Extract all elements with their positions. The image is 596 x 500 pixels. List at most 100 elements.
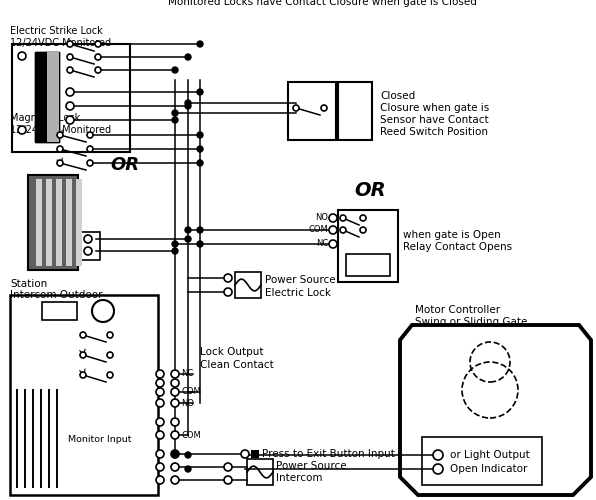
Text: Closure when gate is: Closure when gate is — [380, 103, 489, 113]
Circle shape — [66, 102, 74, 110]
Circle shape — [185, 227, 191, 233]
Circle shape — [156, 431, 164, 439]
Bar — [346, 254, 390, 276]
Text: Lock Output: Lock Output — [200, 347, 263, 357]
Circle shape — [156, 379, 164, 387]
Text: OR: OR — [354, 180, 386, 200]
Text: 12/24VDC Monitored: 12/24VDC Monitored — [10, 38, 111, 48]
Circle shape — [321, 105, 327, 111]
Circle shape — [57, 146, 63, 152]
Circle shape — [80, 372, 86, 378]
Circle shape — [87, 132, 93, 138]
Circle shape — [84, 235, 92, 243]
Circle shape — [66, 116, 74, 124]
Circle shape — [224, 463, 232, 471]
Text: Intercom: Intercom — [276, 473, 322, 483]
Bar — [10, 295, 158, 495]
Circle shape — [171, 379, 179, 387]
Circle shape — [185, 236, 191, 242]
Text: or Light Output: or Light Output — [450, 450, 530, 460]
Bar — [35, 52, 59, 142]
Circle shape — [197, 227, 203, 233]
Circle shape — [171, 399, 179, 407]
Circle shape — [197, 241, 203, 247]
Circle shape — [172, 117, 178, 123]
Text: Reed Switch Position: Reed Switch Position — [380, 127, 488, 137]
Circle shape — [185, 103, 191, 109]
Circle shape — [156, 388, 164, 396]
Circle shape — [293, 105, 299, 111]
Text: Magnetic Lock: Magnetic Lock — [10, 113, 80, 123]
Text: Press to Exit Button Input: Press to Exit Button Input — [262, 449, 395, 459]
Text: Power Source: Power Source — [276, 461, 347, 471]
Text: NO: NO — [181, 398, 194, 407]
Bar — [66, 179, 72, 266]
Circle shape — [185, 466, 191, 472]
Circle shape — [360, 227, 366, 233]
Circle shape — [171, 418, 179, 426]
Text: Sensor have Contact: Sensor have Contact — [380, 115, 489, 125]
Circle shape — [67, 54, 73, 60]
Bar — [251, 450, 259, 458]
Text: Relay Contact Opens: Relay Contact Opens — [403, 242, 512, 252]
Circle shape — [172, 451, 178, 457]
Circle shape — [18, 126, 26, 134]
Circle shape — [172, 241, 178, 247]
Circle shape — [156, 476, 164, 484]
Circle shape — [433, 464, 443, 474]
Circle shape — [171, 370, 179, 378]
Circle shape — [66, 88, 74, 96]
Circle shape — [87, 160, 93, 166]
Text: 12/24VDC Monitored: 12/24VDC Monitored — [10, 125, 111, 135]
Circle shape — [360, 215, 366, 221]
Circle shape — [172, 110, 178, 116]
Bar — [338, 82, 372, 140]
Text: NO: NO — [315, 214, 328, 222]
Text: NC: NC — [181, 370, 193, 378]
Text: COM: COM — [308, 226, 328, 234]
Circle shape — [329, 214, 337, 222]
Circle shape — [340, 215, 346, 221]
Circle shape — [95, 41, 101, 47]
Circle shape — [197, 146, 203, 152]
Bar — [288, 82, 336, 140]
Circle shape — [67, 41, 73, 47]
Text: Monitor Input: Monitor Input — [68, 436, 132, 444]
Circle shape — [197, 41, 203, 47]
Text: Monitored Locks have Contact Closure when gate is Closed: Monitored Locks have Contact Closure whe… — [168, 0, 477, 7]
Circle shape — [224, 288, 232, 296]
Circle shape — [171, 431, 179, 439]
Circle shape — [84, 247, 92, 255]
Circle shape — [87, 146, 93, 152]
Bar — [12, 44, 130, 152]
Circle shape — [156, 418, 164, 426]
Bar — [36, 179, 42, 266]
Circle shape — [171, 388, 179, 396]
Circle shape — [171, 476, 179, 484]
Bar — [422, 437, 542, 485]
Circle shape — [197, 89, 203, 95]
Bar — [80, 232, 100, 260]
Circle shape — [95, 54, 101, 60]
Circle shape — [107, 332, 113, 338]
Circle shape — [185, 100, 191, 106]
Bar — [76, 179, 82, 266]
Circle shape — [107, 372, 113, 378]
Text: NC: NC — [316, 240, 328, 248]
Bar — [235, 272, 261, 298]
Bar — [56, 179, 62, 266]
Circle shape — [197, 132, 203, 138]
Text: Station: Station — [10, 279, 47, 289]
Circle shape — [172, 67, 178, 73]
Circle shape — [156, 399, 164, 407]
Bar — [47, 52, 59, 142]
Bar — [35, 52, 59, 142]
Text: Intercom Outdoor: Intercom Outdoor — [10, 290, 103, 300]
Circle shape — [224, 476, 232, 484]
Circle shape — [57, 160, 63, 166]
Circle shape — [92, 300, 114, 322]
Text: Swing or Sliding Gate: Swing or Sliding Gate — [415, 317, 527, 327]
Circle shape — [156, 463, 164, 471]
Text: Closed: Closed — [380, 91, 415, 101]
Circle shape — [156, 370, 164, 378]
